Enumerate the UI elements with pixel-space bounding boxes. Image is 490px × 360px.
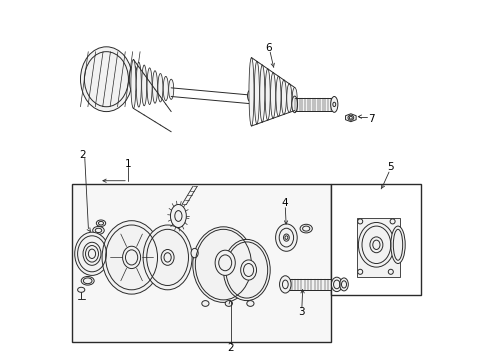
Ellipse shape [142, 65, 147, 106]
Bar [357, 218, 400, 277]
Text: 4: 4 [281, 198, 288, 208]
Ellipse shape [83, 242, 101, 265]
Ellipse shape [284, 234, 289, 241]
Text: 6: 6 [265, 42, 272, 53]
Ellipse shape [254, 61, 259, 124]
Ellipse shape [202, 301, 209, 306]
Ellipse shape [270, 72, 275, 118]
Ellipse shape [122, 246, 141, 269]
Ellipse shape [171, 204, 186, 228]
Ellipse shape [340, 278, 348, 291]
Ellipse shape [280, 276, 291, 293]
Ellipse shape [158, 73, 163, 102]
Ellipse shape [292, 96, 297, 113]
Ellipse shape [129, 66, 138, 93]
Text: 2: 2 [79, 150, 86, 160]
Ellipse shape [241, 260, 257, 280]
Ellipse shape [152, 71, 157, 103]
Ellipse shape [390, 219, 395, 224]
Ellipse shape [281, 80, 286, 114]
Ellipse shape [276, 76, 281, 116]
Ellipse shape [131, 59, 136, 108]
Ellipse shape [349, 116, 352, 119]
Ellipse shape [77, 287, 85, 292]
Ellipse shape [225, 301, 232, 306]
Ellipse shape [249, 58, 254, 126]
Ellipse shape [292, 87, 297, 111]
Ellipse shape [191, 248, 198, 258]
Ellipse shape [358, 219, 363, 224]
Ellipse shape [193, 227, 254, 302]
Ellipse shape [223, 239, 270, 301]
Text: 3: 3 [298, 307, 305, 318]
Ellipse shape [74, 232, 109, 275]
Ellipse shape [169, 79, 174, 99]
Text: 7: 7 [368, 114, 375, 124]
Bar [288, 279, 331, 290]
Ellipse shape [81, 276, 94, 285]
Ellipse shape [102, 221, 161, 294]
Bar [72, 184, 331, 342]
Ellipse shape [97, 220, 106, 226]
Ellipse shape [93, 226, 104, 234]
Bar [331, 184, 421, 295]
Ellipse shape [287, 84, 292, 112]
Ellipse shape [388, 269, 393, 274]
Ellipse shape [331, 96, 338, 112]
Bar [294, 98, 333, 111]
Ellipse shape [143, 225, 192, 290]
Ellipse shape [147, 68, 152, 104]
Ellipse shape [358, 269, 363, 274]
Ellipse shape [391, 226, 405, 264]
Ellipse shape [247, 90, 253, 102]
Ellipse shape [136, 62, 141, 107]
Ellipse shape [358, 222, 394, 267]
Text: 1: 1 [124, 159, 131, 169]
Ellipse shape [247, 301, 254, 306]
Text: 2: 2 [227, 343, 234, 354]
Ellipse shape [260, 65, 265, 122]
Ellipse shape [161, 249, 174, 265]
Ellipse shape [80, 47, 132, 112]
Ellipse shape [265, 69, 270, 120]
Ellipse shape [370, 237, 383, 253]
Ellipse shape [331, 277, 342, 292]
Ellipse shape [88, 249, 96, 258]
Text: 5: 5 [388, 162, 394, 172]
Bar [198, 247, 262, 302]
Ellipse shape [163, 76, 169, 101]
Ellipse shape [300, 224, 312, 233]
Ellipse shape [275, 224, 297, 251]
Polygon shape [345, 114, 356, 122]
Ellipse shape [215, 250, 235, 275]
